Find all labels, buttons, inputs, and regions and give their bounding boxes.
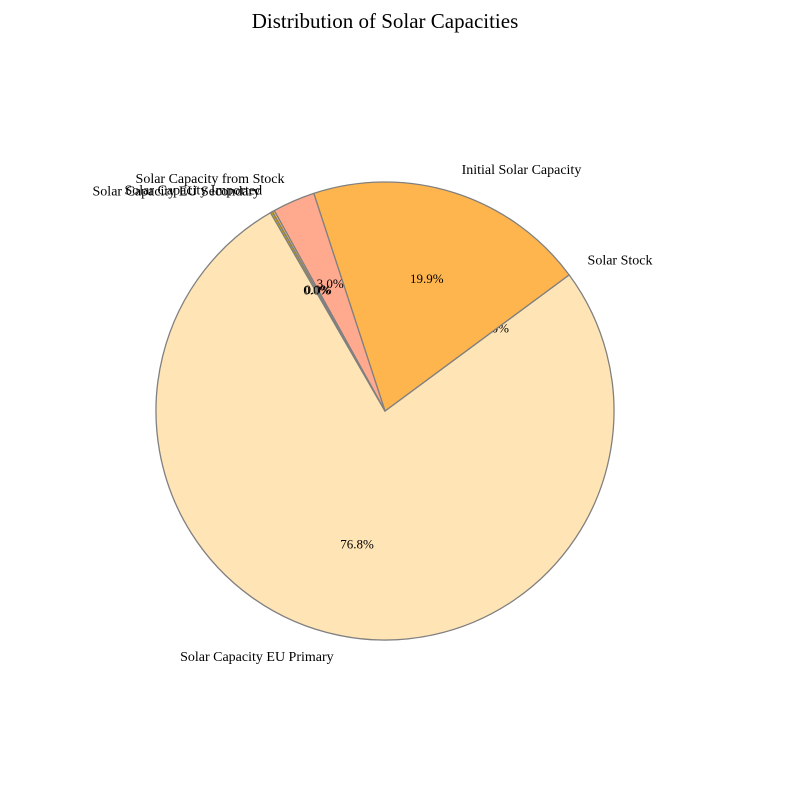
slice-percent-solar-capacity-imported: 0.0%: [304, 282, 331, 297]
slice-percent-initial-solar-capacity: 19.9%: [410, 271, 444, 286]
pie-slice-initial-solar-capacity: [313, 181, 570, 412]
pie-slice-solar-capacity-eu-primary: [155, 212, 615, 641]
slice-label-solar-capacity-from-stock: Solar Capacity from Stock: [136, 172, 285, 187]
pie-slice-solar-capacity-eu-secondary: [269, 210, 386, 412]
slice-label-solar-capacity-eu-secondary: Solar Capacity EU Secondary: [93, 184, 261, 199]
slice-percent-solar-capacity-eu-secondary: 0.0%: [303, 283, 330, 298]
slice-label-solar-stock: Solar Stock: [588, 253, 653, 268]
chart-title: Distribution of Solar Capacities: [251, 9, 519, 33]
slice-label-solar-capacity-imported: Solar Capacity Imported: [125, 183, 263, 198]
slice-percent-solar-capacity-from-stock: 3.0%: [317, 276, 344, 291]
slice-percent-solar-capacity-eu-primary: 76.8%: [340, 537, 374, 552]
slice-label-solar-capacity-eu-primary: Solar Capacity EU Primary: [180, 650, 334, 665]
slice-label-initial-solar-capacity: Initial Solar Capacity: [462, 163, 582, 178]
